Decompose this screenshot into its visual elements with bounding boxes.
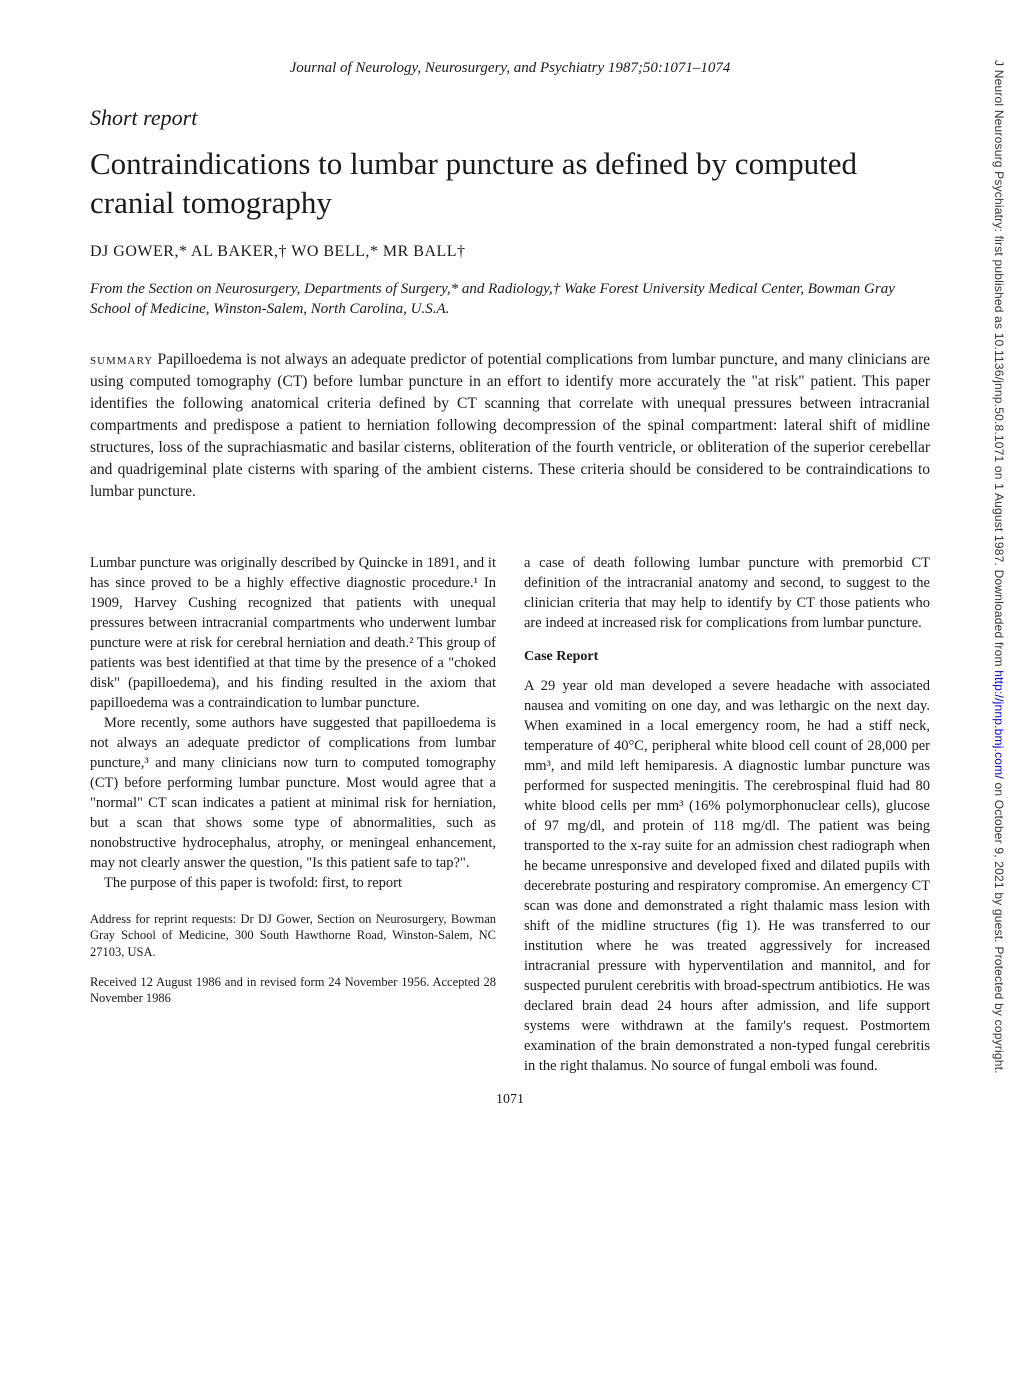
side-text-url[interactable]: http://jnnp.bmj.com/ [992,670,1006,779]
side-text-prefix: J Neurol Neurosurg Psychiatry: first pub… [992,60,1006,670]
right-paragraph-1: a case of death following lumbar punctur… [524,553,930,633]
summary-block: summary Papilloedema is not always an ad… [90,349,930,503]
page-number: 1071 [90,1092,930,1108]
right-paragraph-2: A 29 year old man developed a severe hea… [524,676,930,1076]
article-title: Contraindications to lumbar puncture as … [90,145,930,223]
journal-reference: Journal of Neurology, Neurosurgery, and … [90,60,930,77]
right-column: a case of death following lumbar punctur… [524,553,930,1076]
authors-line: DJ GOWER,* AL BAKER,† WO BELL,* MR BALL† [90,243,930,261]
case-report-header: Case Report [524,647,930,666]
summary-text: Papilloedema is not always an adequate p… [90,351,930,500]
side-text-suffix: on October 9, 2021 by guest. Protected b… [992,779,1006,1074]
two-column-body: Lumbar puncture was originally described… [90,553,930,1076]
vertical-download-notice: J Neurol Neurosurg Psychiatry: first pub… [992,60,1006,1340]
summary-label: summary [90,351,153,368]
section-label: Short report [90,105,930,131]
left-paragraph-3: The purpose of this paper is twofold: fi… [90,873,496,893]
reprint-address: Address for reprint requests: Dr DJ Gowe… [90,911,496,960]
affiliation: From the Section on Neurosurgery, Depart… [90,279,930,320]
left-paragraph-2: More recently, some authors have suggest… [90,713,496,873]
received-dates: Received 12 August 1986 and in revised f… [90,974,496,1007]
left-column: Lumbar puncture was originally described… [90,553,496,1076]
left-paragraph-1: Lumbar puncture was originally described… [90,553,496,713]
